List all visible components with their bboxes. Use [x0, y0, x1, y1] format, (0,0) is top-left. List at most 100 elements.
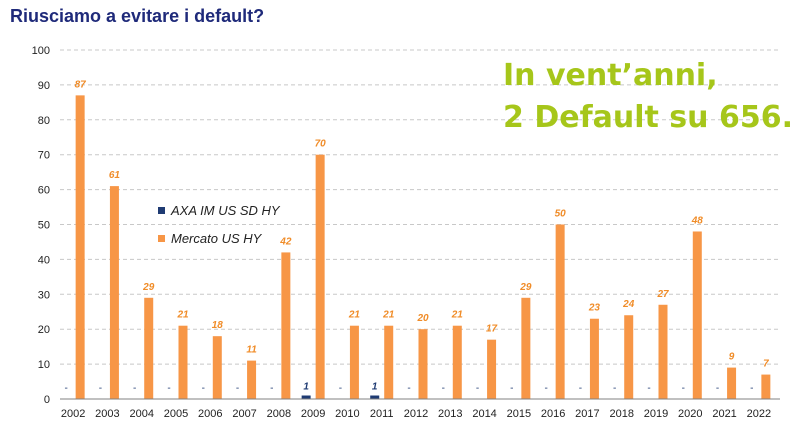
legend-swatch-market [158, 235, 165, 242]
x-tick-label: 2014 [472, 408, 496, 420]
x-axis: 2002 2003 2004 2005 2006 2007 2008 2009 2010 2011… [60, 398, 780, 420]
bar-market [521, 297, 531, 399]
headline-line-1: In vent’anni, [503, 58, 718, 93]
x-tick-label: 2019 [644, 408, 668, 420]
bar-market [761, 374, 771, 399]
data-label-axa: - [236, 383, 239, 394]
data-label-axa: - [442, 383, 445, 394]
x-tick-label: 2005 [164, 408, 188, 420]
bar-market [349, 325, 359, 399]
data-label-axa: - [750, 383, 753, 394]
bar-market [727, 367, 737, 399]
bar-market [247, 360, 257, 399]
data-label-axa: - [682, 383, 685, 394]
bar-market [281, 252, 291, 399]
bar-market [624, 315, 634, 399]
data-label-market: 21 [382, 310, 395, 321]
x-tick-label: 2018 [609, 408, 633, 420]
chart-bars: - 87 - 61 - 29 - 21 - 18 - 11 - 42 1 70 - 21 1 21 - 20 - 21 - 17 -… [64, 79, 771, 400]
x-tick-label: 2011 [370, 408, 394, 420]
data-label-market: 24 [622, 299, 635, 310]
bar-market [315, 154, 325, 399]
x-tick-label: 2010 [335, 408, 359, 420]
bar-market [144, 297, 154, 399]
data-label-axa: - [64, 383, 67, 394]
x-tick-label: 2006 [198, 408, 222, 420]
data-label-axa: - [133, 383, 136, 394]
bar-market [75, 95, 85, 400]
data-label-market: 21 [348, 310, 361, 321]
data-label-market: 48 [691, 215, 704, 226]
data-label-market: 18 [212, 320, 224, 331]
data-label-axa: - [167, 383, 170, 394]
x-tick-label: 2013 [438, 408, 462, 420]
data-label-market: 11 [246, 345, 257, 356]
chart-legend: AXA IM US SD HY Mercato US HY [158, 203, 281, 246]
data-label-market: 87 [75, 79, 87, 90]
data-label-market: 21 [451, 310, 464, 321]
data-label-market: 70 [315, 139, 327, 150]
x-tick-label: 2021 [712, 408, 736, 420]
data-label-axa: - [510, 383, 513, 394]
x-tick-label: 2002 [61, 408, 85, 420]
y-tick-label: 70 [38, 150, 50, 162]
legend-label-axa: AXA IM US SD HY [170, 203, 281, 218]
x-tick-label: 2016 [541, 408, 565, 420]
y-tick-label: 60 [38, 185, 50, 197]
data-label-axa: - [613, 383, 616, 394]
y-tick-label: 90 [38, 80, 50, 92]
data-label-axa: - [544, 383, 547, 394]
y-axis: 0 10 20 30 40 50 60 70 80 90 100 [32, 45, 50, 406]
data-label-axa: - [647, 383, 650, 394]
x-tick-label: 2017 [575, 408, 599, 420]
bar-market [658, 304, 668, 399]
data-label-market: 29 [519, 282, 532, 293]
data-label-axa: - [579, 383, 582, 394]
bar-market [212, 336, 222, 399]
bar-market [589, 318, 599, 399]
x-tick-label: 2009 [301, 408, 325, 420]
x-tick-label: 2022 [747, 408, 771, 420]
x-tick-label: 2003 [95, 408, 119, 420]
y-tick-label: 0 [44, 394, 50, 406]
page-title: Riusciamo a evitare i default? [10, 6, 265, 26]
data-label-axa: - [339, 383, 342, 394]
data-label-market: 17 [486, 324, 498, 335]
data-label-axa: 1 [303, 382, 309, 393]
bar-market [109, 186, 119, 399]
bar-market [692, 231, 702, 399]
data-label-market: 50 [555, 209, 567, 220]
data-label-market: 27 [656, 289, 669, 300]
y-tick-label: 40 [38, 254, 50, 266]
y-tick-label: 100 [32, 45, 50, 57]
legend-swatch-axa [158, 207, 165, 214]
bar-market [418, 329, 428, 399]
data-label-axa: 1 [372, 382, 378, 393]
data-label-axa: - [716, 383, 719, 394]
y-tick-label: 10 [38, 359, 50, 371]
y-tick-label: 20 [38, 324, 50, 336]
bar-market [178, 325, 188, 399]
bar-market [384, 325, 394, 399]
data-label-axa: - [202, 383, 205, 394]
headline-line-2: 2 Default su 656. [503, 100, 790, 135]
data-label-market: 42 [279, 236, 292, 247]
x-tick-label: 2020 [678, 408, 702, 420]
x-tick-label: 2012 [404, 408, 428, 420]
x-tick-label: 2008 [267, 408, 291, 420]
y-tick-label: 80 [38, 115, 50, 127]
data-label-market: 61 [109, 170, 121, 181]
x-tick-label: 2015 [507, 408, 531, 420]
x-tick-label: 2004 [129, 408, 153, 420]
data-label-market: 9 [729, 352, 735, 363]
legend-label-market: Mercato US HY [171, 231, 263, 246]
x-tick-label: 2007 [232, 408, 256, 420]
bar-axa [370, 395, 380, 399]
data-label-market: 7 [763, 359, 769, 370]
bar-market [452, 325, 462, 399]
data-label-axa: - [407, 383, 410, 394]
data-label-market: 20 [416, 313, 429, 324]
bar-market [555, 224, 565, 399]
y-tick-label: 50 [38, 220, 50, 232]
